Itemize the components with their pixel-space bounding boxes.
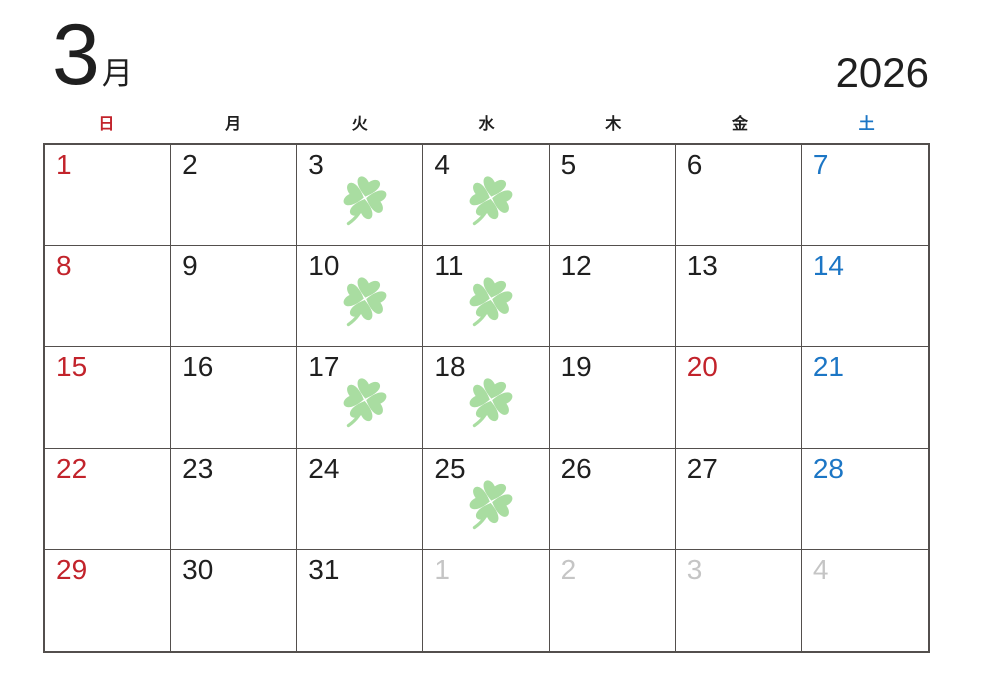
date-number: 16 — [182, 351, 214, 383]
date-cell: 2 — [171, 145, 298, 247]
date-cell: 27 — [675, 448, 802, 550]
date-cell: 6 — [675, 145, 802, 247]
date-number: 23 — [182, 452, 214, 484]
weekday-label: 火 — [351, 116, 368, 133]
clover-icon — [343, 176, 387, 226]
date-cell: 17 — [297, 347, 424, 449]
date-cell: 29 — [45, 549, 172, 651]
date-cell: 16 — [171, 347, 298, 449]
weekday-label: 水 — [478, 116, 495, 133]
weekday-label: 月 — [225, 116, 242, 133]
date-cell: 19 — [549, 347, 676, 449]
date-number: 18 — [434, 351, 466, 383]
month-number: 3 — [52, 7, 100, 103]
date-number: 5 — [560, 149, 577, 180]
date-cell: 5 — [549, 145, 676, 247]
weekday-label: 金 — [731, 116, 748, 133]
date-number: 1 — [434, 553, 450, 585]
year-label: 2026 — [835, 49, 929, 96]
date-cell: 20 — [675, 347, 802, 449]
date-number: 31 — [308, 553, 340, 585]
date-cell: 15 — [45, 347, 172, 449]
date-cell: 8 — [45, 246, 172, 348]
clover-icon — [343, 277, 387, 327]
date-cell: 22 — [45, 448, 172, 550]
date-number: 17 — [308, 351, 340, 383]
weekday-label: 木 — [605, 116, 622, 133]
date-number: 3 — [308, 149, 324, 180]
date-cell: 24 — [297, 448, 424, 550]
date-cell: 11 — [423, 246, 550, 348]
date-number: 3 — [686, 553, 703, 585]
date-number: 2 — [182, 149, 198, 180]
date-number: 14 — [812, 250, 844, 282]
date-number: 25 — [434, 452, 466, 484]
date-cell: 26 — [549, 448, 676, 550]
date-cell: 7 — [801, 145, 928, 247]
date-number: 28 — [812, 452, 844, 484]
date-cell: 21 — [801, 347, 928, 449]
date-number: 22 — [56, 452, 88, 484]
date-cell: 10 — [297, 246, 424, 348]
clover-icon — [470, 378, 513, 428]
calendar-grid: 1 2 3 4 5 6 7 8 — [43, 143, 930, 653]
weekday-label: 日 — [98, 116, 115, 133]
date-cell: 30 — [171, 549, 298, 651]
date-number: 11 — [434, 250, 464, 282]
month-kanji: 月 — [101, 56, 133, 91]
weekday-row: 日 月 火 水 木 金 土 — [43, 110, 930, 134]
clover-icon — [470, 277, 513, 327]
clover-icon — [470, 480, 513, 529]
clover-icon — [470, 176, 513, 226]
date-number: 29 — [56, 553, 88, 585]
date-cell: 2 — [550, 549, 676, 651]
date-number: 8 — [56, 250, 72, 282]
month-title: 3月 — [52, 12, 133, 98]
date-cell: 4 — [802, 550, 928, 651]
date-cell: 1 — [45, 145, 172, 247]
date-cell: 9 — [171, 246, 298, 348]
date-number: 9 — [182, 250, 198, 282]
date-number: 6 — [686, 149, 703, 180]
date-cell: 13 — [675, 246, 802, 348]
date-number: 27 — [686, 452, 718, 484]
date-number: 1 — [56, 149, 72, 180]
date-number: 7 — [812, 149, 829, 180]
date-cell: 4 — [423, 145, 550, 247]
date-cell: 31 — [297, 549, 424, 651]
date-number: 2 — [560, 553, 577, 585]
date-number: 26 — [560, 452, 592, 484]
date-number: 19 — [560, 351, 592, 383]
clover-icon — [343, 378, 387, 428]
date-number: 4 — [812, 553, 829, 585]
date-number: 12 — [560, 250, 592, 282]
date-cell: 12 — [549, 246, 676, 348]
date-cell: 23 — [171, 448, 298, 550]
date-cell: 3 — [297, 145, 424, 247]
date-cell: 14 — [801, 246, 928, 348]
date-number: 24 — [308, 452, 340, 484]
date-number: 21 — [812, 351, 844, 383]
date-number: 13 — [686, 250, 718, 282]
date-cell: 18 — [423, 347, 550, 449]
date-number: 4 — [434, 149, 450, 180]
date-number: 30 — [182, 553, 214, 585]
date-cell: 1 — [423, 549, 550, 651]
date-cell: 28 — [801, 449, 928, 550]
date-number: 20 — [686, 351, 718, 383]
date-cell: 3 — [676, 549, 802, 651]
date-number: 15 — [56, 351, 88, 383]
weekday-label: 土 — [858, 116, 875, 133]
date-number: 10 — [308, 250, 340, 282]
date-cell: 25 — [423, 448, 550, 550]
